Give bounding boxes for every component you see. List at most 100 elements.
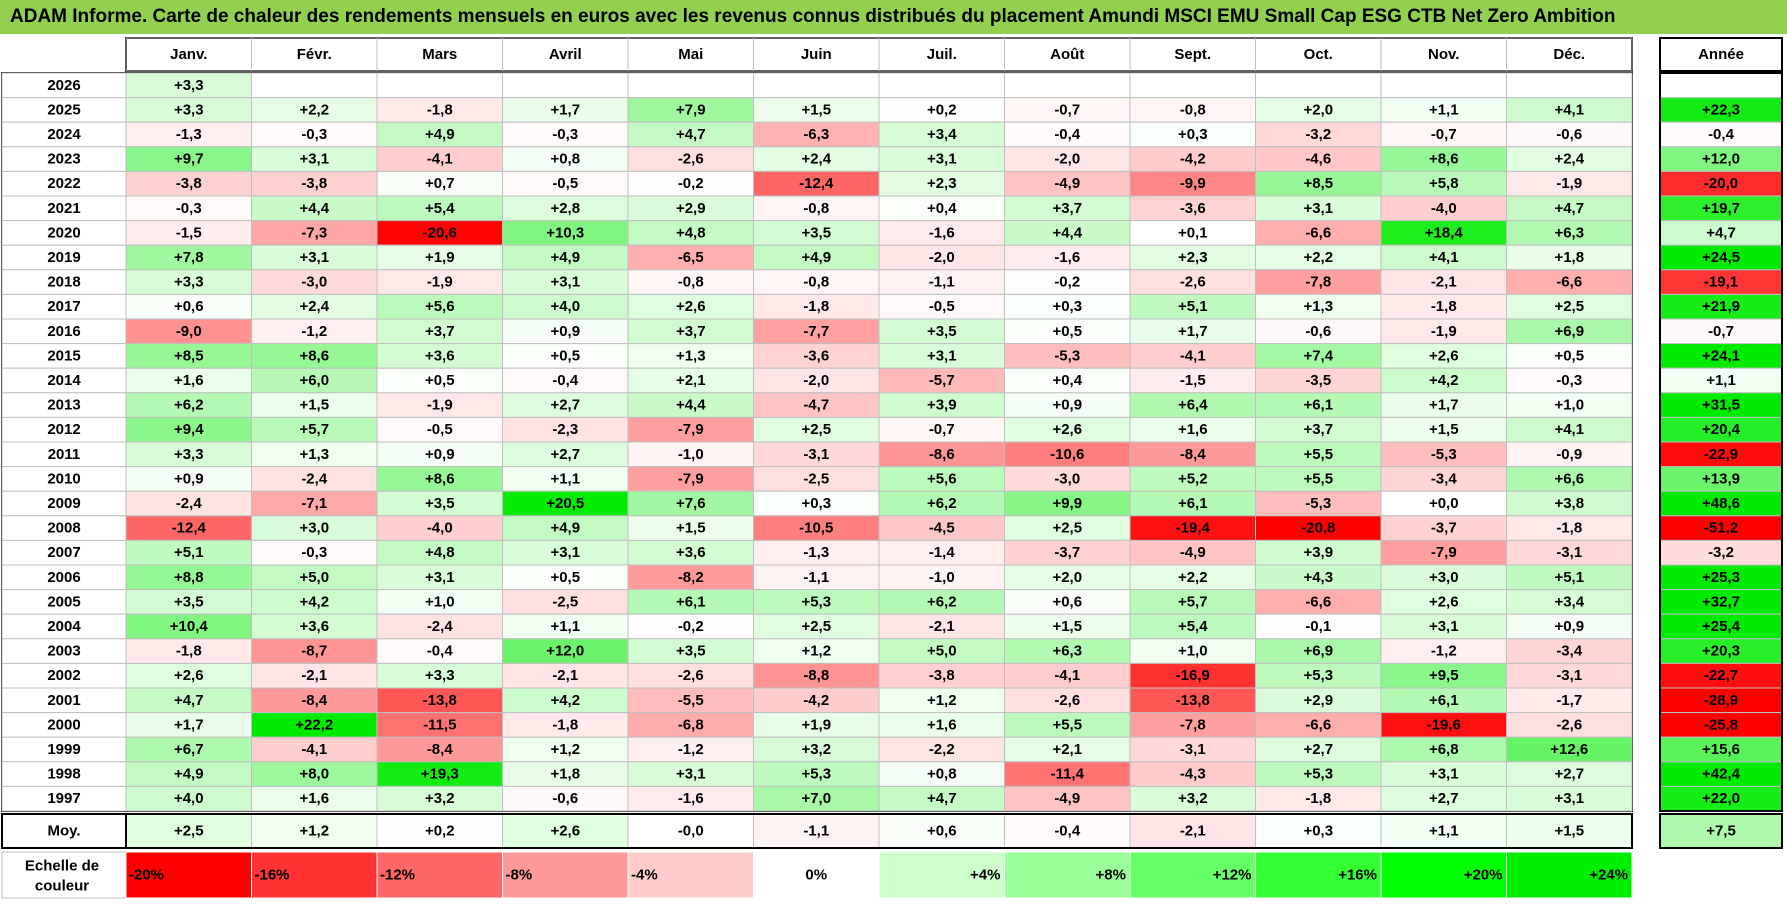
cell-value-label: -0,8	[678, 274, 704, 291]
cell-value-label: +1,5	[676, 520, 706, 537]
cell-value-label: +3,9	[1303, 544, 1333, 561]
cell-value-label: +0,6	[1052, 593, 1082, 610]
heatmap-cell	[1129, 97, 1256, 123]
annual-value-label: +1,1	[1706, 372, 1736, 389]
cell-value-label: -2,6	[1054, 692, 1080, 709]
cell-value-label: -2,6	[1556, 716, 1582, 733]
month-header-label: Avril	[549, 46, 582, 63]
heatmap-cell	[1380, 785, 1507, 812]
cell-value-label: -1,8	[1556, 520, 1582, 537]
annual-value-label: +25,3	[1702, 569, 1740, 586]
cell-value-label: -1,4	[929, 544, 956, 561]
heatmap-cell	[753, 613, 880, 640]
cell-value-label: +3,1	[1303, 200, 1333, 217]
average-value-label: -0,4	[1054, 823, 1081, 840]
cell-value-label: +3,1	[1429, 766, 1459, 783]
cell-value-label: +3,1	[1554, 790, 1584, 807]
cell-value-label: -0,6	[1305, 323, 1331, 340]
cell-value-label: +2,9	[1303, 692, 1333, 709]
heatmap-cell	[251, 761, 378, 787]
cell-value-label: +2,6	[174, 667, 204, 684]
heatmap-cell	[1004, 589, 1131, 615]
average-label: Moy.	[47, 823, 80, 840]
cell-value-label: +8,6	[425, 470, 455, 487]
cell-value-label: +6,2	[174, 397, 204, 414]
cell-value-label: -0,8	[803, 200, 829, 217]
cell-value-label: +0,5	[1554, 347, 1584, 364]
heatmap-cell	[1380, 539, 1507, 566]
heatmap-cell	[1004, 441, 1131, 468]
cell-value-label: -4,2	[803, 692, 829, 709]
annual-cell	[1659, 72, 1783, 99]
annual-value-label: -22,7	[1704, 667, 1738, 684]
year-label: 2004	[47, 618, 81, 635]
cell-value-label: +6,9	[1303, 643, 1333, 660]
cell-value-label: +4,9	[550, 249, 580, 266]
heatmap-cell	[502, 195, 629, 222]
year-cell	[1, 785, 127, 812]
heatmap-cell	[1004, 293, 1131, 320]
cell-value-label: +4,1	[1429, 249, 1459, 266]
cell-value-label: -1,9	[1431, 323, 1457, 340]
cell-value-label: -7,8	[1180, 716, 1206, 733]
year-label: 2019	[47, 249, 80, 266]
year-label: 2007	[47, 544, 80, 561]
cell-value-label: +7,9	[676, 101, 706, 118]
heatmap-cell	[1129, 195, 1256, 222]
year-label: 2013	[47, 397, 80, 414]
cell-value-label: -4,3	[1180, 766, 1206, 783]
annual-value-label: +24,1	[1702, 347, 1740, 364]
heatmap-cell	[1506, 466, 1633, 492]
cell-value-label: +0,1	[1178, 224, 1208, 241]
heatmap-cell	[502, 613, 629, 640]
month-header-label: Août	[1050, 46, 1084, 63]
cell-value-label: +1,3	[676, 347, 706, 364]
cell-value-label: +3,5	[801, 224, 831, 241]
scale-step-label: 0%	[805, 867, 827, 884]
cell-value-label: -2,0	[929, 249, 955, 266]
cell-value-label: +1,1	[1429, 101, 1459, 118]
cell-value-label: +1,0	[1178, 643, 1208, 660]
heatmap-cell	[1129, 146, 1256, 172]
heatmap-cell	[1004, 343, 1131, 369]
cell-value-label: +2,4	[1554, 151, 1584, 168]
heatmap-cell	[1255, 687, 1382, 714]
cell-value-label: +8,5	[174, 347, 204, 364]
cell-value-label: +4,8	[425, 544, 455, 561]
heatmap-cell	[502, 490, 629, 517]
heatmap-cell	[502, 318, 629, 345]
year-label: 2022	[47, 175, 80, 192]
cell-value-label: +3,2	[801, 741, 831, 758]
cell-value-label: -1,9	[1556, 175, 1582, 192]
heatmap-cell	[753, 195, 880, 222]
heatmap-cell	[376, 638, 503, 664]
cell-value-label: -7,9	[1431, 544, 1457, 561]
cell-value-label: +5,3	[801, 593, 831, 610]
cell-value-label: -6,3	[803, 126, 829, 143]
cell-value-label: +2,2	[1178, 569, 1208, 586]
cell-value-label: -1,3	[176, 126, 202, 143]
cell-value-label: -5,7	[929, 372, 955, 389]
scale-swatch	[376, 851, 503, 899]
heatmap-cell	[376, 416, 503, 443]
heatmap-cell	[627, 687, 754, 714]
annual-value-label: +42,4	[1702, 766, 1741, 783]
cell-value-label: -4,2	[1180, 151, 1206, 168]
average-value-label: +2,6	[550, 823, 580, 840]
heatmap-cell	[1255, 638, 1382, 664]
cell-value-label: +0,2	[927, 101, 957, 118]
cell-value-label: -1,8	[1431, 298, 1457, 315]
annual-cell	[1659, 170, 1783, 197]
cell-value-label: +3,5	[425, 495, 455, 512]
heatmap-cell	[627, 515, 754, 541]
cell-value-label: +0,8	[550, 151, 580, 168]
heatmap-cell	[251, 638, 378, 664]
cell-value-label: +1,6	[1178, 421, 1208, 438]
cell-value-label: +2,6	[1429, 347, 1459, 364]
heatmap-cell	[1380, 318, 1507, 345]
annual-value-label: -25,8	[1704, 716, 1738, 733]
annual-cell	[1659, 195, 1783, 222]
heatmap-cell	[878, 785, 1005, 812]
heatmap-cell	[753, 761, 880, 787]
heatmap-cell	[502, 564, 629, 591]
